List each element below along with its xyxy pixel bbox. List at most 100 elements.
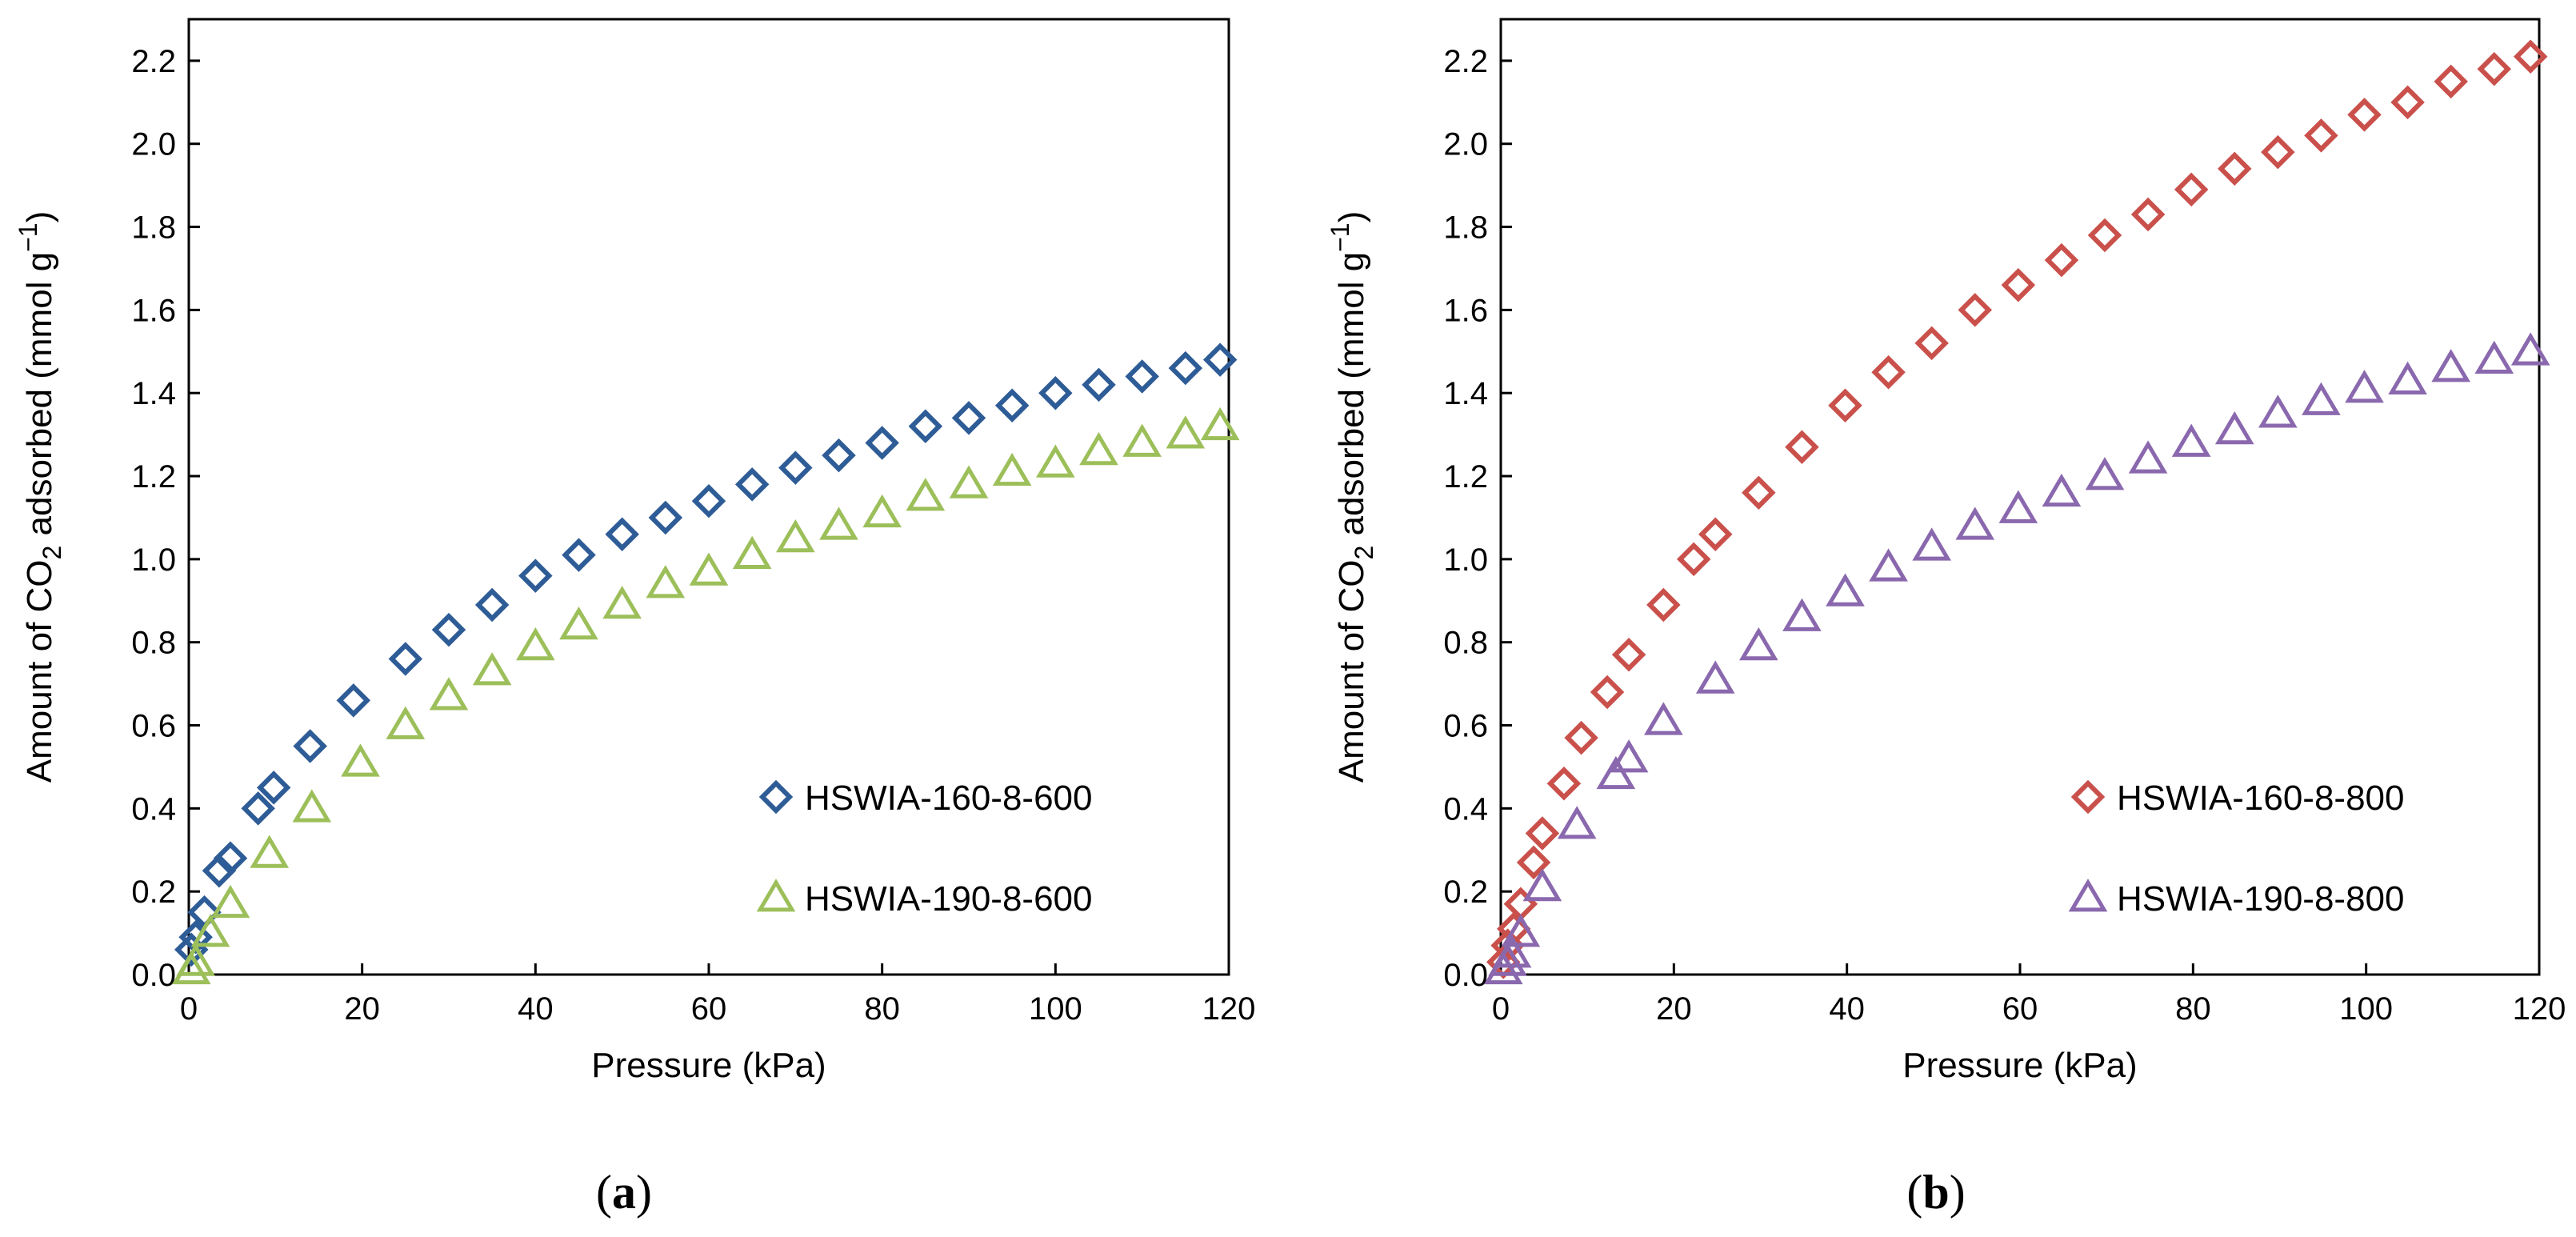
data-point bbox=[2304, 118, 2338, 153]
y-tick-label: 1.6 bbox=[131, 293, 176, 328]
data-point bbox=[2130, 197, 2166, 232]
x-tick-label: 0 bbox=[180, 991, 198, 1027]
data-point bbox=[2087, 218, 2122, 253]
data-point bbox=[992, 452, 1032, 486]
panel-label: (b) bbox=[1906, 1166, 1965, 1219]
legend-label: HSWIA-160-8-800 bbox=[2117, 779, 2404, 818]
data-point bbox=[2218, 151, 2252, 186]
data-point bbox=[1590, 675, 1625, 710]
data-point bbox=[1525, 816, 1560, 851]
data-point bbox=[865, 426, 899, 460]
data-point bbox=[202, 853, 237, 888]
x-tick-label: 100 bbox=[2339, 991, 2393, 1027]
data-point bbox=[1644, 702, 1683, 735]
data-point bbox=[516, 627, 555, 661]
y-tick-label: 1.6 bbox=[1443, 293, 1488, 328]
data-point bbox=[1739, 627, 1778, 661]
data-point bbox=[2431, 349, 2470, 382]
data-point bbox=[1038, 375, 1073, 410]
legend-entry-1: HSWIA-160-8-600 bbox=[758, 779, 1092, 818]
x-tick-label: 0 bbox=[1492, 991, 1510, 1027]
data-point bbox=[2085, 457, 2125, 490]
data-point bbox=[474, 587, 510, 623]
x-tick-label: 80 bbox=[2175, 991, 2211, 1027]
y-tick-label: 1.2 bbox=[131, 459, 176, 494]
panel-label: (a) bbox=[596, 1166, 652, 1219]
y-tick-label: 2.0 bbox=[131, 127, 176, 162]
series-HSWIA-190-8-800 bbox=[1483, 332, 2550, 985]
data-point bbox=[1122, 423, 1162, 457]
y-tick-label: 2.2 bbox=[1443, 44, 1488, 79]
x-tick-label: 20 bbox=[344, 991, 380, 1027]
y-axis-title-subscript: 2 bbox=[38, 546, 66, 560]
data-point bbox=[256, 771, 291, 805]
data-point bbox=[2513, 39, 2548, 74]
panel-letter: a bbox=[612, 1166, 636, 1219]
data-point bbox=[2347, 98, 2382, 132]
data-point bbox=[2128, 440, 2168, 474]
data-point bbox=[429, 677, 469, 711]
y-axis-title-subscript: 2 bbox=[1350, 546, 1378, 560]
data-point bbox=[1522, 868, 1562, 902]
data-point bbox=[190, 914, 230, 947]
data-point bbox=[1168, 350, 1203, 386]
data-point bbox=[1611, 638, 1646, 672]
data-point bbox=[336, 683, 371, 718]
data-point bbox=[602, 586, 642, 619]
y-axis-title-superscript: −1 bbox=[14, 222, 42, 251]
y-tick-label: 0.0 bbox=[1443, 958, 1488, 993]
x-tick-label: 20 bbox=[1656, 991, 1692, 1027]
data-point bbox=[518, 558, 553, 593]
data-point bbox=[2214, 411, 2254, 445]
data-point bbox=[341, 743, 380, 777]
data-point bbox=[1998, 490, 2038, 523]
data-point bbox=[1557, 806, 1597, 839]
data-point bbox=[1125, 359, 1159, 394]
y-axis-title-prefix: Amount of CO bbox=[1332, 559, 1371, 783]
data-point bbox=[908, 409, 943, 443]
data-point bbox=[1742, 475, 1776, 510]
y-tick-label: 0.8 bbox=[131, 626, 176, 661]
data-point bbox=[2001, 268, 2036, 302]
y-axis-title-suffix: ) bbox=[1332, 211, 1371, 223]
series-HSWIA-160-8-600 bbox=[174, 342, 1238, 967]
data-point bbox=[2390, 85, 2425, 120]
legend-diamond-icon bbox=[2070, 779, 2106, 815]
data-point bbox=[241, 791, 275, 826]
legend-triangle-icon bbox=[2068, 879, 2108, 912]
data-point bbox=[689, 552, 729, 586]
x-axis-title: Pressure (kPa) bbox=[591, 1046, 826, 1085]
legend-label: HSWIA-160-8-600 bbox=[805, 779, 1092, 818]
data-point bbox=[1200, 406, 1240, 441]
data-point bbox=[293, 729, 327, 763]
y-tick-label: 0.6 bbox=[1443, 709, 1488, 744]
y-tick-label: 0.2 bbox=[1443, 875, 1488, 910]
data-point bbox=[386, 706, 426, 739]
data-point bbox=[951, 401, 986, 435]
data-point bbox=[648, 500, 683, 535]
data-point bbox=[472, 652, 512, 686]
y-tick-label: 1.4 bbox=[1443, 376, 1488, 411]
data-point bbox=[176, 943, 215, 976]
legend-label: HSWIA-190-8-800 bbox=[2117, 879, 2404, 919]
data-point bbox=[949, 465, 989, 498]
data-point bbox=[994, 388, 1030, 423]
y-axis-title: Amount of CO2 adsorbed (mmol g−1) bbox=[14, 211, 66, 783]
y-axis-title-superscript: −1 bbox=[1326, 222, 1354, 251]
y-tick-label: 1.8 bbox=[1443, 210, 1488, 246]
y-tick-label: 2.2 bbox=[131, 44, 176, 79]
data-point bbox=[1036, 444, 1075, 478]
data-point bbox=[1492, 935, 1532, 968]
data-point bbox=[1082, 367, 1116, 402]
data-point bbox=[2477, 52, 2511, 86]
data-point bbox=[2174, 172, 2209, 207]
data-point bbox=[1958, 293, 1992, 327]
data-point bbox=[691, 483, 726, 518]
data-point bbox=[1564, 720, 1598, 755]
data-point bbox=[1871, 355, 1906, 390]
y-tick-label: 1.8 bbox=[131, 210, 176, 246]
data-point bbox=[906, 478, 946, 511]
x-tick-label: 60 bbox=[691, 991, 727, 1027]
x-tick-label: 120 bbox=[2513, 991, 2566, 1027]
